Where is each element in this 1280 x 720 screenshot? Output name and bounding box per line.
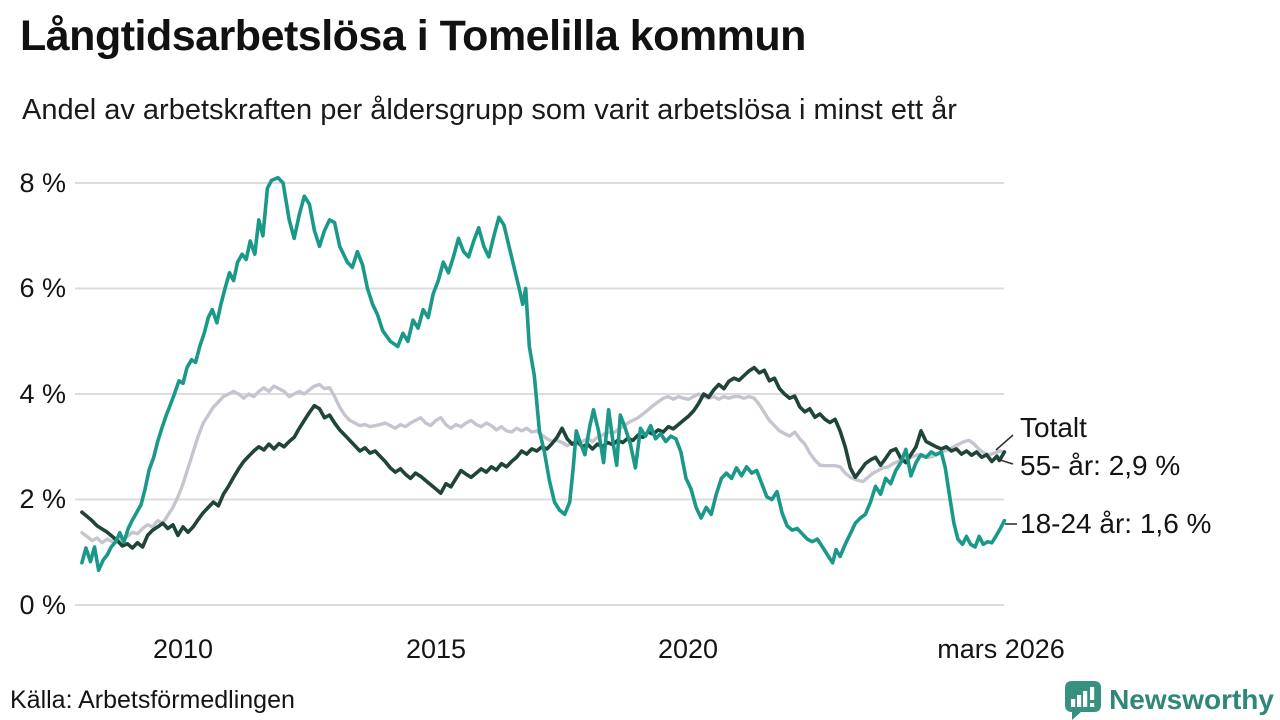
y-tick-2: 2 % [19, 484, 66, 514]
x-tick-2020: 2020 [657, 634, 719, 664]
page-subtitle: Andel av arbetskraften per åldersgrupp s… [22, 94, 957, 126]
gridlines [75, 182, 1004, 606]
source-credit: Källa: Arbetsförmedlingen [10, 686, 295, 714]
y-tick-0: 0 % [19, 590, 66, 620]
newsworthy-icon [1065, 681, 1102, 720]
connector-55-ar [996, 458, 1014, 465]
annotation-connectors [995, 434, 1017, 525]
annotation-totalt: Totalt [1020, 412, 1087, 443]
x-tick-2010: 2010 [152, 634, 214, 664]
annotation-18-24-ar: 18-24 år: 1,6 % [1020, 508, 1212, 539]
brand-logo: Newsworthy [1064, 680, 1274, 720]
x-tick-mars-2026: mars 2026 [937, 634, 1065, 664]
y-tick-8: 8 % [19, 168, 66, 198]
brand-name: Newsworthy [1109, 684, 1274, 715]
line-18-24-ar [80, 175, 1007, 572]
y-tick-6: 6 % [19, 273, 66, 303]
connector-totalt [995, 434, 1014, 451]
page-title: Långtidsarbetslösa i Tomelilla kommun [20, 12, 806, 60]
x-tick-2015: 2015 [405, 634, 467, 664]
annotation-55-ar: 55- år: 2,9 % [1020, 450, 1181, 481]
y-tick-4: 4 % [19, 379, 66, 409]
